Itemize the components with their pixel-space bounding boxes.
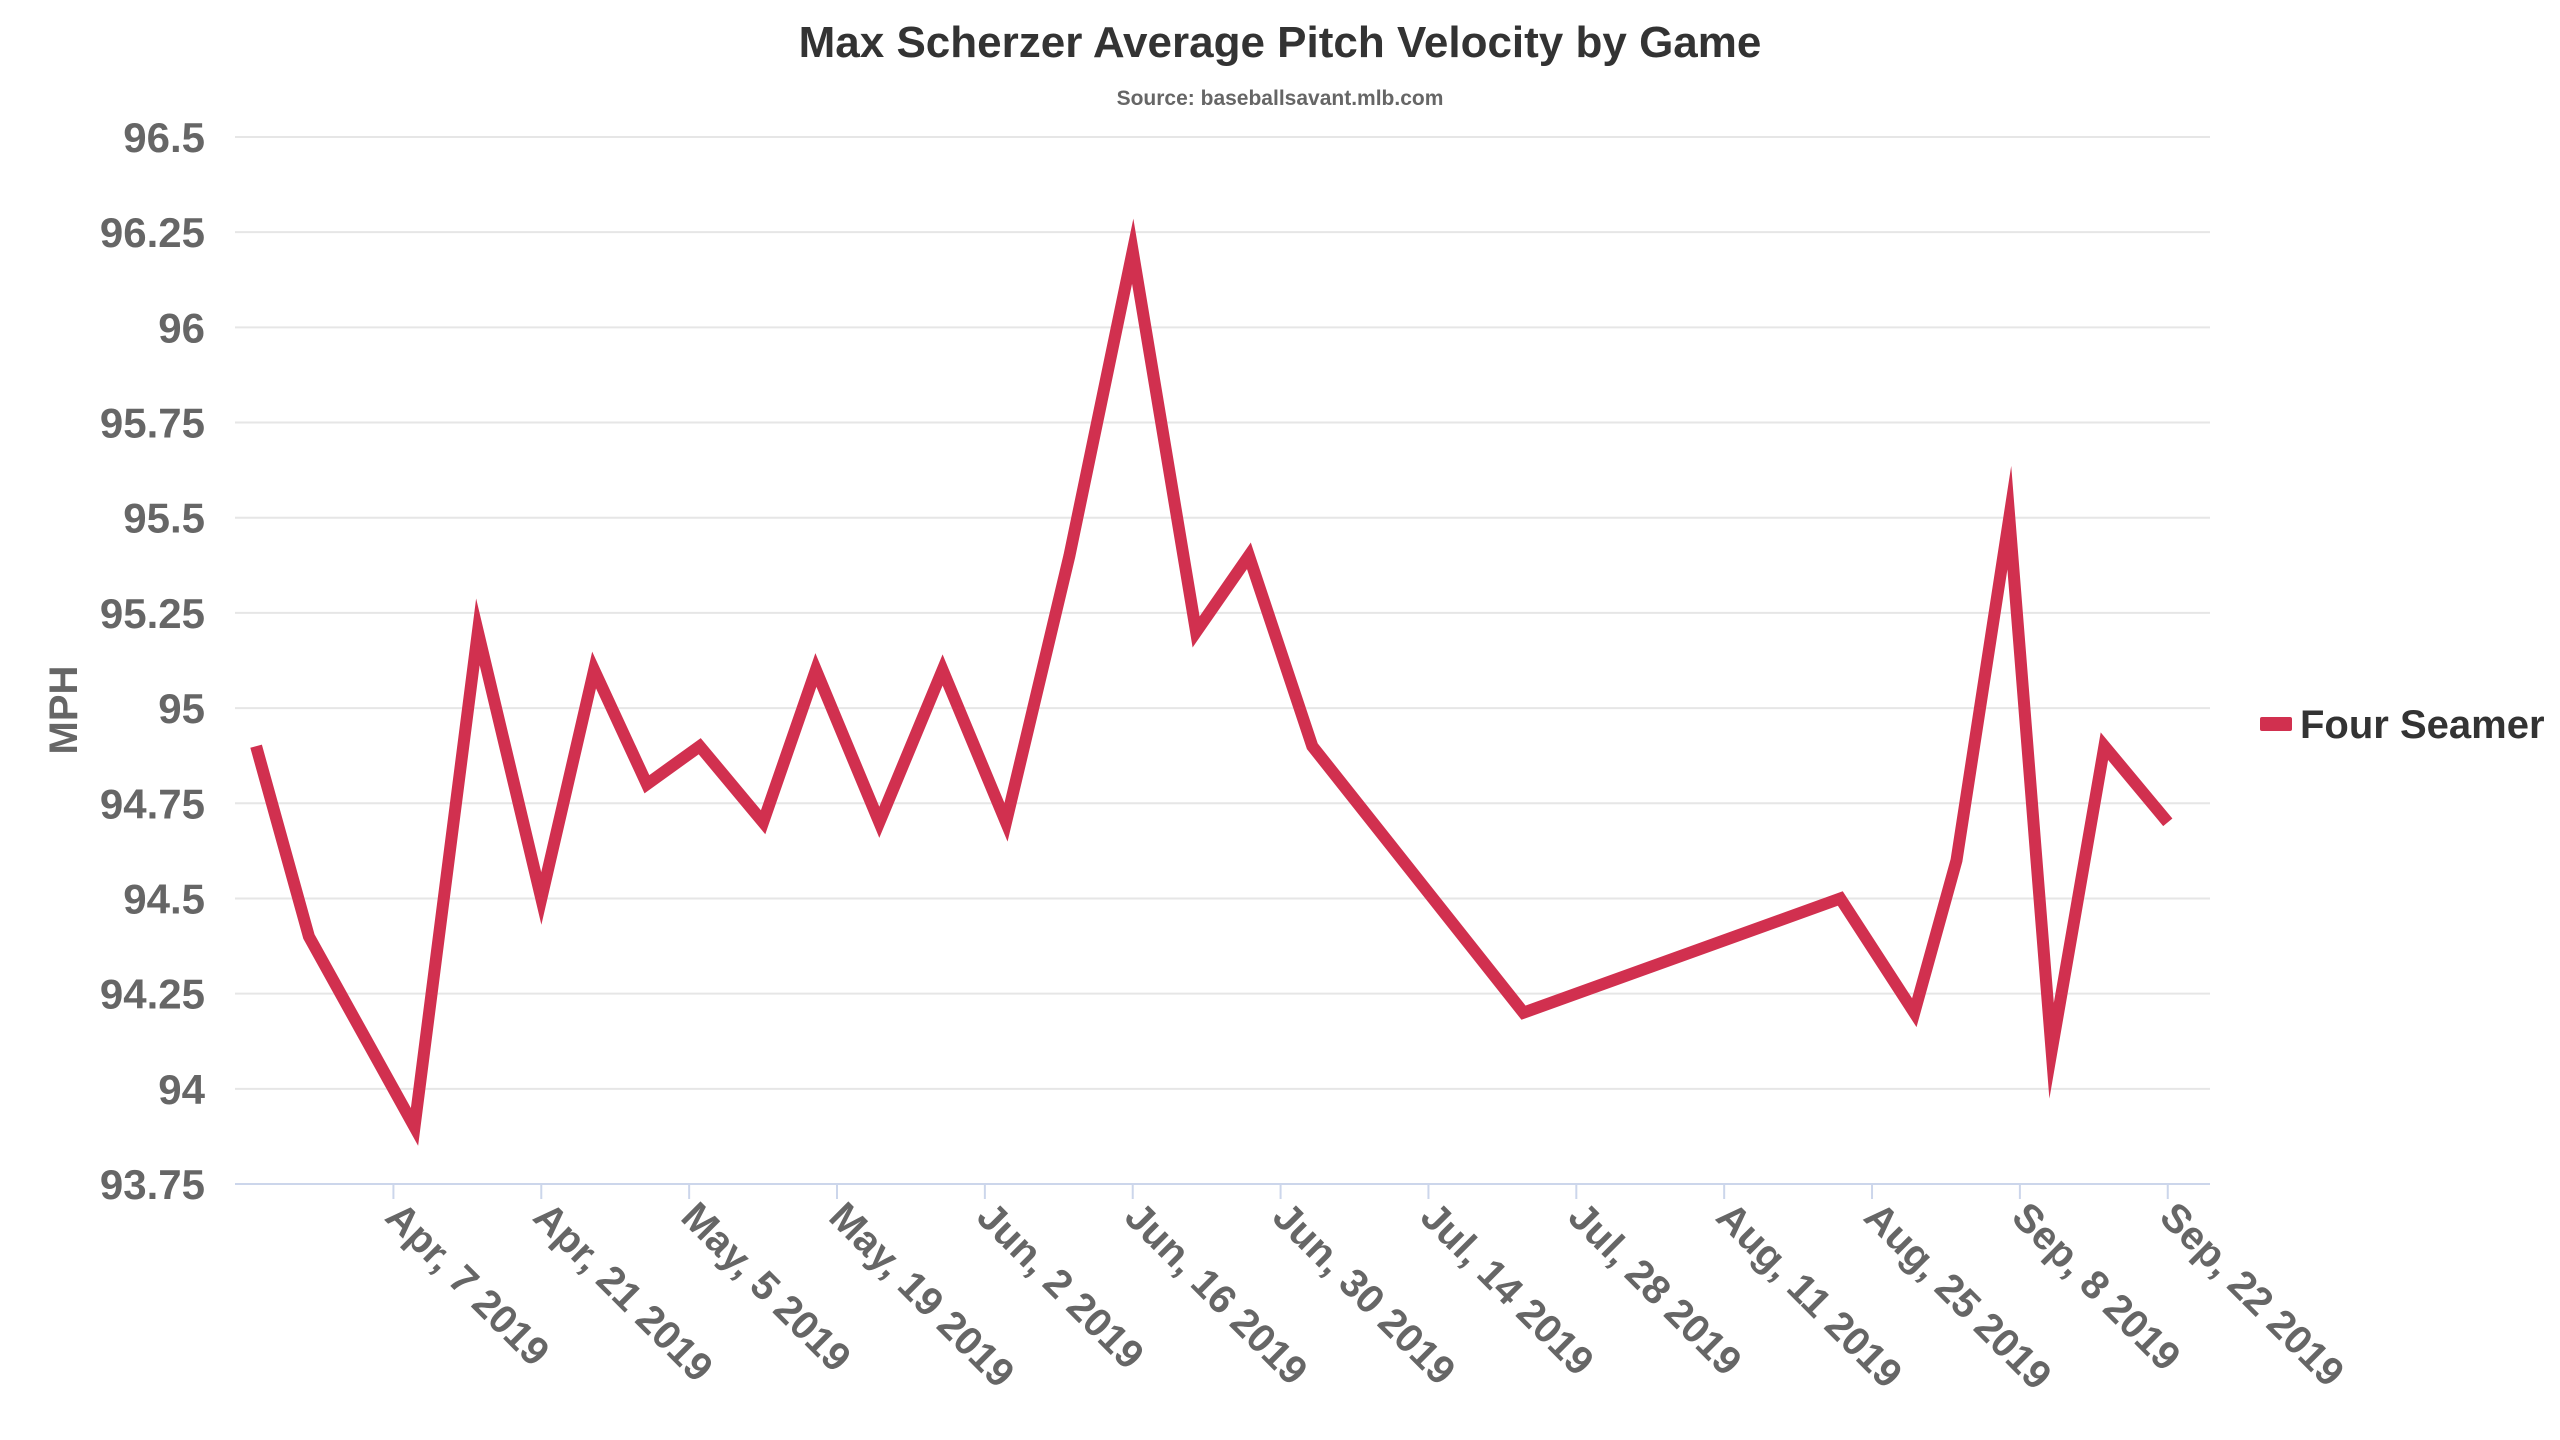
y-tick-label: 94.5	[123, 875, 205, 922]
y-tick-label: 94	[158, 1066, 205, 1113]
y-tick-label: 95	[158, 685, 205, 732]
y-tick-label: 96	[158, 304, 205, 351]
y-tick-label: 96.25	[100, 209, 205, 256]
series-four-seamer	[250, 218, 2173, 1146]
y-tick-label: 94.25	[100, 971, 205, 1018]
y-tick-label: 94.75	[100, 780, 205, 827]
y-axis-ticks: 93.75 94 94.25 94.5 94.75 95 95.25 95.5 95.75 96 9…	[100, 114, 206, 1208]
y-tick-label: 93.75	[100, 1161, 205, 1208]
series-line[interactable]	[250, 218, 2173, 1146]
legend-label-four-seamer[interactable]: Four Seamer	[2300, 703, 2545, 747]
y-tick-label: 95.25	[100, 590, 205, 637]
y-tick-label: 96.5	[123, 114, 205, 161]
legend[interactable]: Four Seamer	[2260, 703, 2545, 747]
y-axis-label: MPH	[42, 666, 86, 755]
gridlines	[235, 136, 2210, 1090]
x-tick-label: Sep, 22 2019	[2151, 1194, 2352, 1395]
y-tick-label: 95.5	[123, 495, 205, 542]
chart-subtitle: Source: baseballsavant.mlb.com	[1117, 87, 1444, 110]
chart-title: Max Scherzer Average Pitch Velocity by G…	[799, 18, 1762, 67]
y-tick-label: 95.75	[100, 400, 205, 447]
legend-swatch-four-seamer	[2260, 717, 2292, 731]
